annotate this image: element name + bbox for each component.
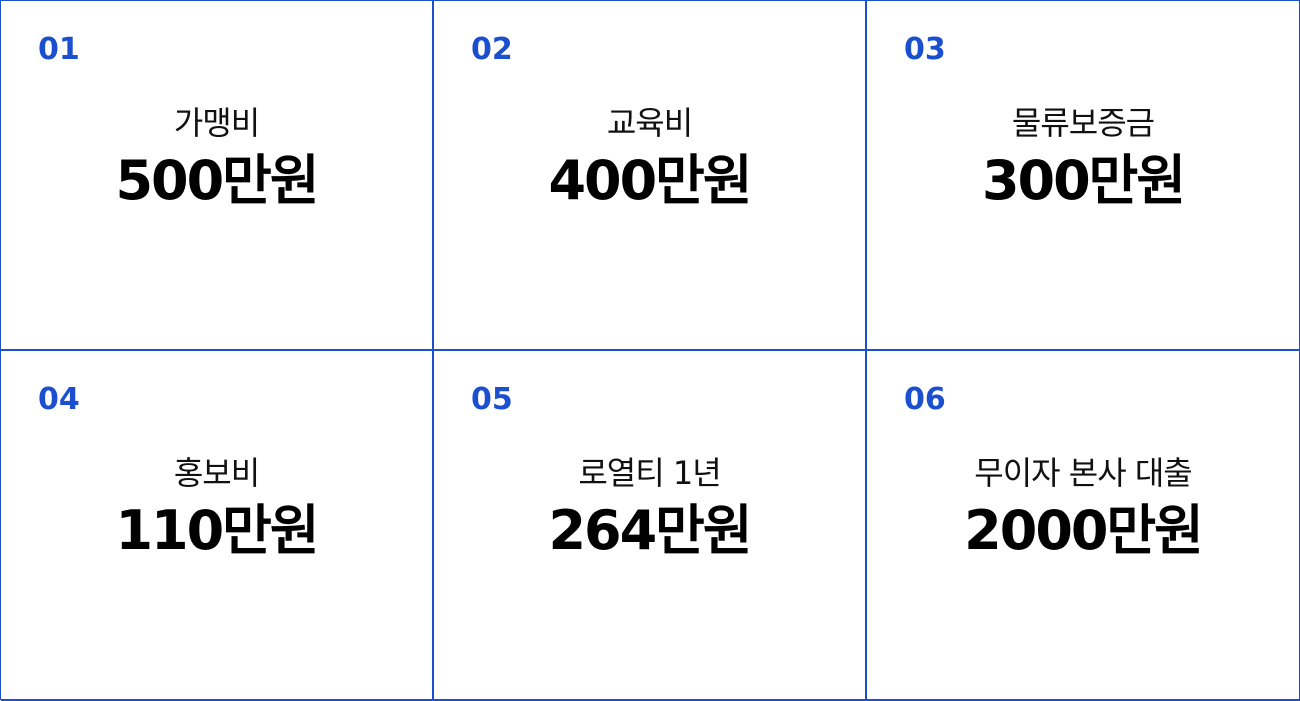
item-label: 가맹비 xyxy=(173,104,260,142)
cost-card-logistics-deposit: 03 물류보증금 300만원 xyxy=(867,1,1300,351)
item-number: 01 xyxy=(38,32,80,67)
item-number: 06 xyxy=(904,382,946,417)
item-label: 로열티 1년 xyxy=(578,454,721,492)
item-amount: 500만원 xyxy=(115,149,319,212)
item-label: 홍보비 xyxy=(173,454,260,492)
item-amount: 300만원 xyxy=(981,149,1186,212)
item-number: 04 xyxy=(38,382,80,417)
item-amount: 400만원 xyxy=(548,149,752,212)
cost-card-promotion-fee: 04 홍보비 110만원 xyxy=(1,351,434,701)
item-number: 02 xyxy=(471,32,513,67)
cost-card-royalty: 05 로열티 1년 264만원 xyxy=(434,351,867,701)
item-number: 05 xyxy=(471,382,513,417)
item-amount: 264만원 xyxy=(548,499,752,562)
item-amount: 110만원 xyxy=(115,499,319,562)
cost-card-interest-free-loan: 06 무이자 본사 대출 2000만원 xyxy=(867,351,1300,701)
cost-card-franchise-fee: 01 가맹비 500만원 xyxy=(1,1,434,351)
item-amount: 2000만원 xyxy=(964,499,1204,562)
item-label: 교육비 xyxy=(606,104,693,142)
item-label: 무이자 본사 대출 xyxy=(974,454,1192,492)
item-label: 물류보증금 xyxy=(1011,104,1155,142)
cost-card-education-fee: 02 교육비 400만원 xyxy=(434,1,867,351)
item-number: 03 xyxy=(904,32,946,67)
